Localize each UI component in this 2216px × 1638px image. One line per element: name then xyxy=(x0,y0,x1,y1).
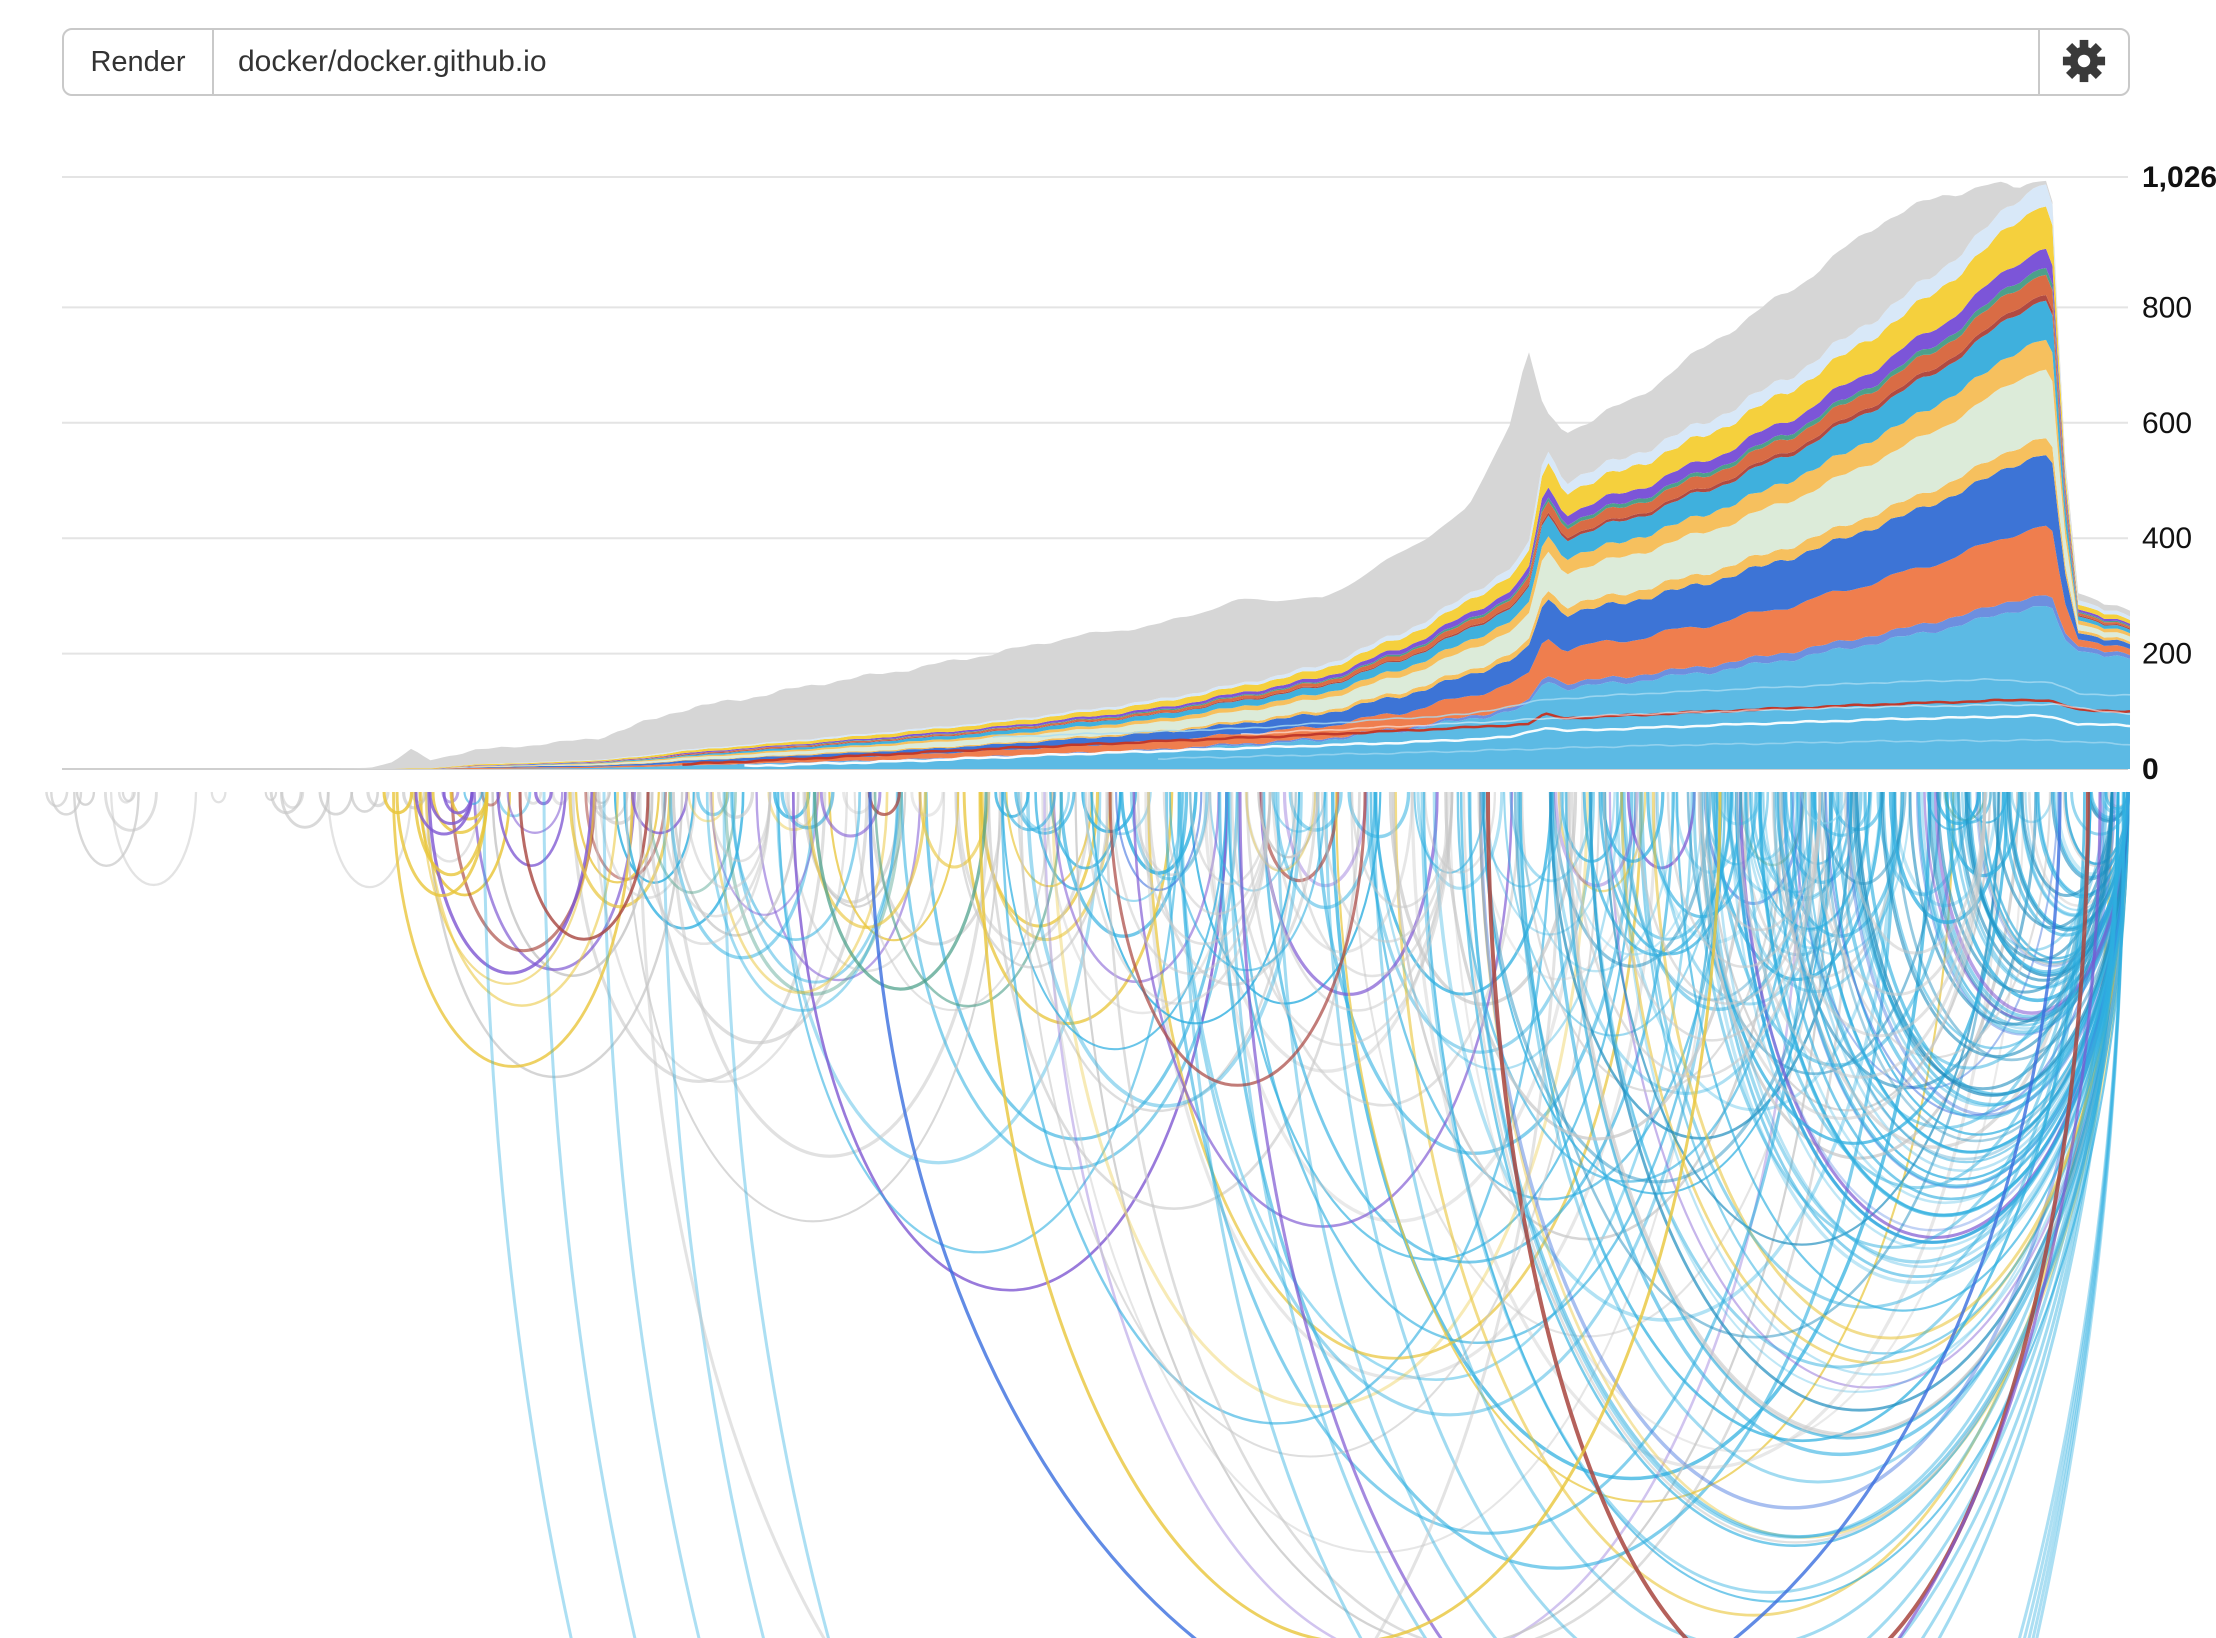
toolbar: Render xyxy=(62,28,2130,96)
y-tick-200: 200 xyxy=(2142,638,2192,671)
red-author-line xyxy=(682,698,2131,766)
faint-line-1 xyxy=(992,677,2131,738)
y-tick-800: 800 xyxy=(2142,291,2192,324)
commit-arc-diagram xyxy=(45,791,2130,1638)
white-author-line xyxy=(744,713,2131,768)
author-boundary-lines xyxy=(682,677,2131,768)
area-layer-gray-other xyxy=(62,180,2130,769)
repo-input[interactable] xyxy=(212,28,2040,96)
gear-icon xyxy=(2061,38,2107,87)
y-tick-600: 600 xyxy=(2142,407,2192,440)
y-tick-400: 400 xyxy=(2142,522,2192,555)
y-tick-1,026: 1,026 xyxy=(2142,161,2216,194)
stacked-area-chart xyxy=(62,180,2130,769)
y-tick-0: 0 xyxy=(2142,753,2159,786)
faint-line-2 xyxy=(1157,738,2131,761)
faint-white-line xyxy=(1240,703,2131,736)
render-button[interactable]: Render xyxy=(62,28,214,96)
area-layer-royalblue xyxy=(62,455,2130,769)
y-axis-labels: 0 200 400 600 800 1,026 xyxy=(2142,161,2216,786)
settings-button[interactable] xyxy=(2038,28,2130,96)
area-layer-coral xyxy=(62,525,2130,769)
area-layer-palegreen xyxy=(62,369,2130,769)
